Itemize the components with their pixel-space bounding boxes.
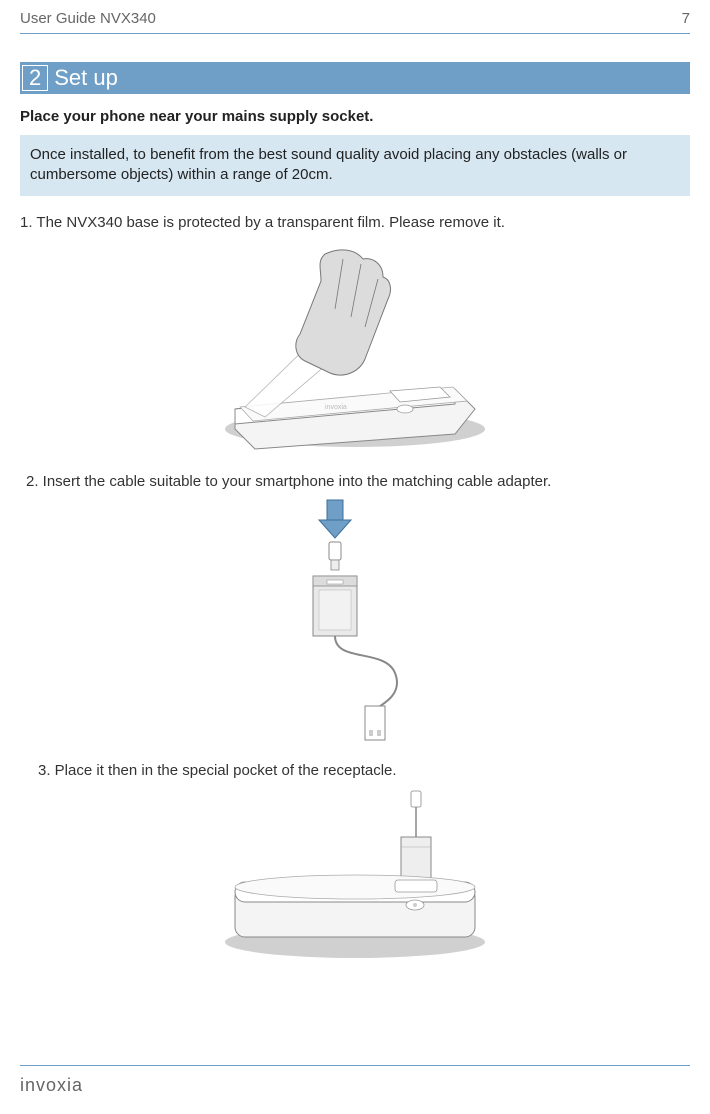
- figure-place-in-pocket: [20, 787, 690, 967]
- down-arrow-icon: [319, 500, 351, 538]
- section-number: 2: [22, 65, 48, 91]
- doc-title: User Guide NVX340: [20, 10, 156, 27]
- lead-text: Place your phone near your mains supply …: [20, 108, 690, 125]
- step-2: 2. Insert the cable suitable to your sma…: [26, 473, 690, 490]
- figure-remove-film: invoxia: [20, 239, 690, 459]
- footer-rule: [20, 1065, 690, 1066]
- hand-icon: [296, 249, 391, 374]
- film-removal-illustration: invoxia: [205, 239, 505, 459]
- section-heading: 2 Set up: [20, 62, 690, 94]
- figure-insert-cable: [20, 498, 690, 748]
- section-title: Set up: [54, 65, 118, 91]
- cable-adapter-illustration: [265, 498, 445, 748]
- header: User Guide NVX340 7: [20, 10, 690, 34]
- brand-logo: invoxia: [20, 1075, 83, 1096]
- svg-text:invoxia: invoxia: [325, 404, 347, 411]
- page-number: 7: [682, 10, 690, 27]
- info-callout: Once installed, to benefit from the best…: [20, 135, 690, 196]
- step-1: 1. The NVX340 base is protected by a tra…: [20, 214, 690, 231]
- receptacle-pocket-illustration: [205, 787, 505, 967]
- page: User Guide NVX340 7 2 Set up Place your …: [0, 0, 710, 1114]
- step-3: 3. Place it then in the special pocket o…: [38, 762, 690, 779]
